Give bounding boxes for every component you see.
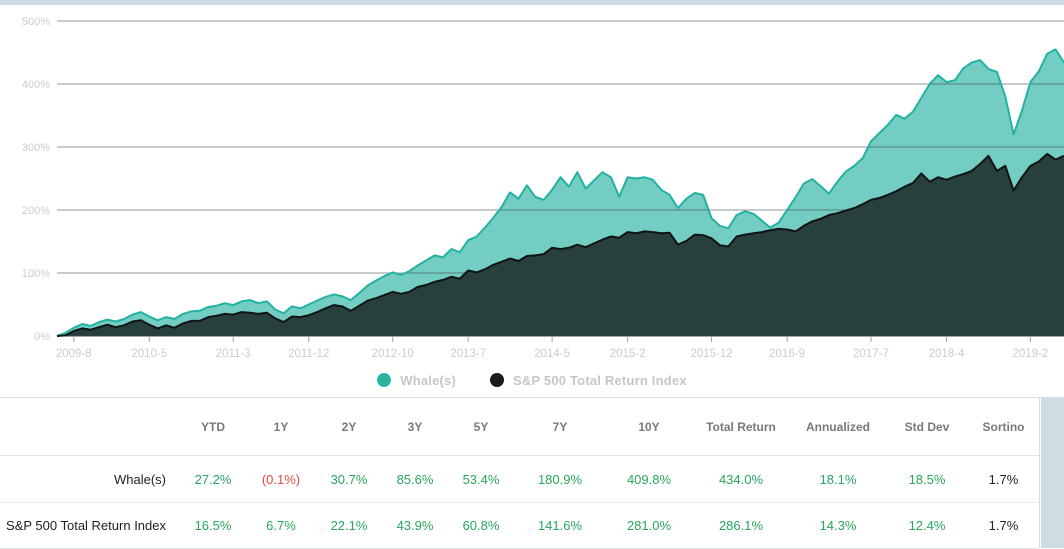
x-axis-label: 2015-12 [690, 348, 732, 360]
page-top-gutter [0, 0, 1064, 5]
row-label: Whale(s) [0, 455, 180, 503]
table-cell: 434.0% [692, 455, 790, 503]
x-axis-label: 2018-4 [929, 348, 965, 360]
y-axis-label: 400% [22, 79, 50, 91]
table-header-cell: 3Y [382, 398, 448, 456]
table-cell: 14.3% [790, 502, 886, 549]
x-axis-label: 2017-7 [853, 348, 889, 360]
table-header-row: YTD 1Y 2Y 3Y 5Y 7Y 10Y Total Return Annualized St… [0, 398, 1039, 456]
table-cell: 18.5% [886, 455, 968, 503]
table-header-cell: Sortino [968, 398, 1039, 456]
performance-table: YTD 1Y 2Y 3Y 5Y 7Y 10Y Total Return Annualized St… [0, 398, 1039, 549]
y-axis-label: 0% [34, 331, 50, 343]
table-cell: 180.9% [514, 455, 606, 503]
table-cell: 12.4% [886, 502, 968, 549]
x-axis-label: 2014-5 [534, 348, 570, 360]
chart-legend: Whale(s) S&P 500 Total Return Index [0, 368, 1064, 392]
table-row: Whale(s) 27.2% (0.1%) 30.7% 85.6% 53.4% 180.9%… [0, 455, 1039, 503]
legend-item-whale[interactable]: Whale(s) [377, 373, 456, 388]
table-header-cell: Std Dev [886, 398, 968, 456]
chart-table-divider [0, 397, 1064, 398]
legend-label-sp500: S&P 500 Total Return Index [513, 372, 687, 388]
x-axis-label: 2009-8 [56, 348, 92, 360]
x-axis-label: 2016-9 [769, 348, 805, 360]
table-header-cell: 5Y [448, 398, 514, 456]
table-cell: 53.4% [448, 455, 514, 503]
performance-table-wrap: YTD 1Y 2Y 3Y 5Y 7Y 10Y Total Return Annualized St… [0, 398, 1040, 549]
table-cell: 141.6% [514, 502, 606, 549]
table-header-cell: YTD [180, 398, 246, 456]
table-cell: 286.1% [692, 502, 790, 549]
table-row: S&P 500 Total Return Index 16.5% 6.7% 22.1%… [0, 502, 1039, 549]
table-header-cell: Total Return [692, 398, 790, 456]
table-cell: 18.1% [790, 455, 886, 503]
sp500-series-dot-icon [490, 373, 504, 387]
x-axis-label: 2013-7 [450, 348, 486, 360]
line-series-1 [56, 152, 1064, 337]
x-axis-label: 2011-12 [288, 348, 329, 360]
table-header-cell: 1Y [246, 398, 316, 456]
table-cell: 409.8% [606, 455, 692, 503]
table-right-gutter [1041, 398, 1064, 548]
y-axis-label: 300% [22, 142, 50, 154]
performance-chart-card: 500% 400% 300% 200% 100% 0% 2009-8 2010-5 2011-3… [0, 5, 1064, 365]
x-axis-label: 2012-10 [372, 348, 414, 360]
table-cell: 22.1% [316, 502, 382, 549]
table-cell: 281.0% [606, 502, 692, 549]
line-series-0 [56, 48, 1064, 337]
table-header-cell: 10Y [606, 398, 692, 456]
table-header-cell: 2Y [316, 398, 382, 456]
table-cell: 60.8% [448, 502, 514, 549]
table-cell: 1.7% [968, 502, 1039, 549]
row-label: S&P 500 Total Return Index [0, 502, 180, 549]
table-cell: (0.1%) [246, 455, 316, 503]
table-header-cell: 7Y [514, 398, 606, 456]
legend-label-whale: Whale(s) [400, 372, 456, 388]
whale-series-dot-icon [377, 373, 392, 387]
table-cell: 85.6% [382, 455, 448, 503]
x-axis-label: 2010-5 [131, 348, 167, 360]
x-axis-label: 2011-3 [216, 348, 251, 360]
table-cell: 1.7% [968, 455, 1039, 503]
table-header-empty [0, 398, 180, 456]
table-cell: 16.5% [180, 502, 246, 549]
table-cell: 30.7% [316, 455, 382, 503]
table-cell: 27.2% [180, 455, 246, 503]
x-axis-label: 2019-2 [1013, 348, 1049, 360]
y-axis-label: 100% [22, 268, 50, 280]
y-axis-label: 200% [22, 205, 50, 217]
table-cell: 43.9% [382, 502, 448, 549]
performance-area-chart[interactable]: 500% 400% 300% 200% 100% 0% 2009-8 2010-5 2011-3… [0, 5, 1064, 365]
y-axis-label: 500% [22, 16, 50, 28]
table-header-cell: Annualized [790, 398, 886, 456]
table-cell: 6.7% [246, 502, 316, 549]
legend-item-sp500[interactable]: S&P 500 Total Return Index [490, 373, 687, 388]
x-axis-label: 2015-2 [610, 348, 646, 360]
area-series-1 [57, 153, 1064, 336]
